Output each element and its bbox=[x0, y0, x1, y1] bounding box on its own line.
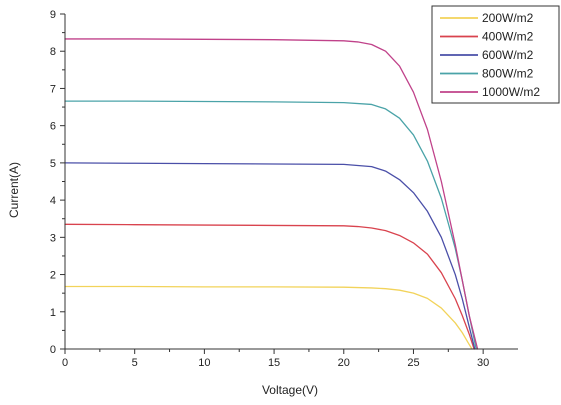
legend-label: 200W/m2 bbox=[482, 11, 534, 25]
y-tick-label: 7 bbox=[50, 83, 56, 95]
legend-items: 200W/m2 400W/m2 600W/m2 800W/m2 1000W/m2 bbox=[440, 11, 540, 99]
series-layer bbox=[64, 38, 479, 350]
series-line-1 bbox=[64, 223, 475, 350]
series-line-4 bbox=[64, 38, 479, 350]
y-tick-label: 0 bbox=[50, 344, 56, 356]
x-tick-label: 30 bbox=[477, 357, 489, 369]
y-tick-label: 6 bbox=[50, 121, 56, 133]
y-tick-label: 8 bbox=[50, 46, 56, 58]
x-tick-label: 25 bbox=[407, 357, 419, 369]
y-tick-label: 9 bbox=[50, 9, 56, 21]
legend: 200W/m2 400W/m2 600W/m2 800W/m2 1000W/m2 bbox=[431, 5, 560, 104]
x-tick-label: 10 bbox=[198, 357, 210, 369]
ticks: 0 5 10 15 20 25 30 0 1 2 3 4 5 6 7 8 9 bbox=[50, 9, 489, 369]
y-tick-label: 5 bbox=[50, 158, 56, 170]
x-tick-label: 0 bbox=[62, 357, 68, 369]
x-tick-label: 20 bbox=[338, 357, 350, 369]
y-tick-label: 4 bbox=[50, 195, 56, 207]
y-tick-label: 2 bbox=[50, 270, 56, 282]
x-axis-title: Voltage(V) bbox=[262, 383, 318, 397]
y-axis-title: Current(A) bbox=[7, 162, 21, 218]
series-line-0 bbox=[64, 285, 473, 350]
legend-label: 1000W/m2 bbox=[482, 85, 540, 99]
series-line-2 bbox=[64, 162, 476, 350]
legend-label: 800W/m2 bbox=[482, 67, 534, 81]
y-tick-label: 3 bbox=[50, 232, 56, 244]
legend-label: 400W/m2 bbox=[482, 30, 534, 44]
x-tick-label: 5 bbox=[132, 357, 138, 369]
y-tick-label: 1 bbox=[50, 307, 56, 319]
x-tick-label: 15 bbox=[268, 357, 280, 369]
legend-label: 600W/m2 bbox=[482, 48, 534, 62]
